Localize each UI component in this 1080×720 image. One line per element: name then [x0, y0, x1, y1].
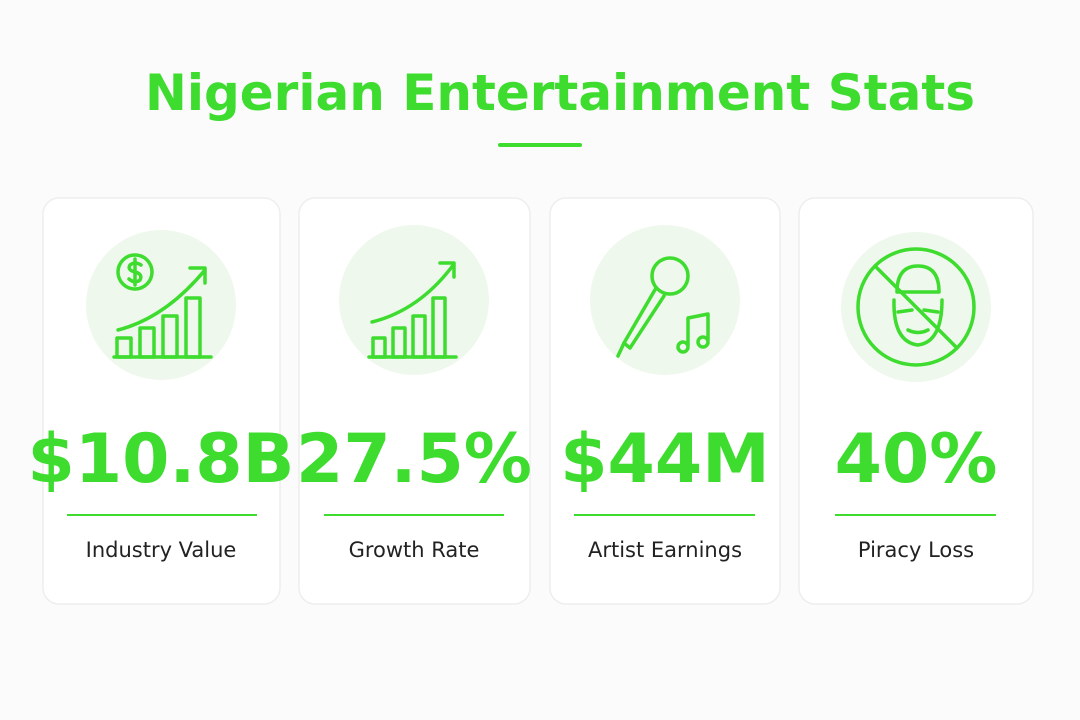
- stat-card: 40% Piracy Loss: [798, 197, 1034, 605]
- icon-bg: [590, 225, 740, 375]
- stat-card: $10.8B Industry Value: [28, 197, 295, 605]
- stat-value: 40%: [835, 420, 998, 499]
- stat-label: Industry Value: [86, 538, 237, 562]
- microphone-icon: [616, 256, 710, 358]
- stat-value: 27.5%: [296, 420, 532, 499]
- title: Nigerian Entertainment Stats: [145, 64, 975, 122]
- stat-label: Growth Rate: [349, 538, 480, 562]
- stat-card: $44M Artist Earnings: [549, 197, 781, 605]
- growth-icon: [367, 261, 458, 359]
- money-growth-icon: [112, 253, 213, 359]
- no-piracy-icon: [856, 247, 976, 367]
- stat-value: $44M: [560, 420, 770, 499]
- stat-label: Piracy Loss: [858, 538, 974, 562]
- stat-label: Artist Earnings: [588, 538, 742, 562]
- stat-value: $10.8B: [28, 420, 295, 499]
- stat-card: 27.5% Growth Rate: [296, 197, 532, 605]
